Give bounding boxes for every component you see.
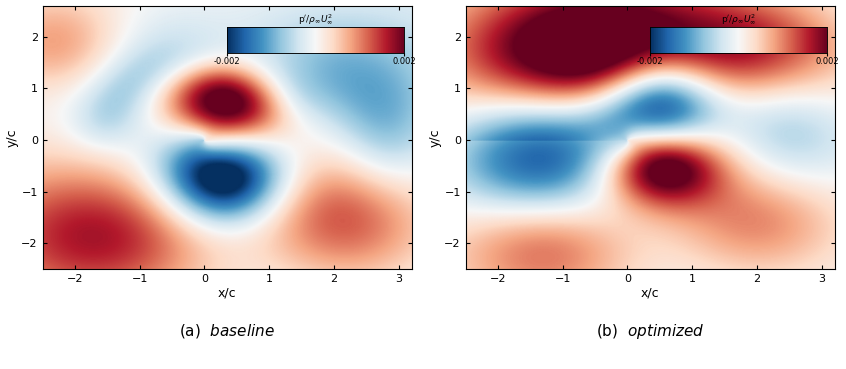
X-axis label: x/c: x/c: [640, 287, 659, 300]
Y-axis label: y/c: y/c: [429, 128, 442, 146]
Text: (b)  $\mathit{optimized}$: (b) $\mathit{optimized}$: [596, 322, 705, 341]
Text: (a)  $\mathit{baseline}$: (a) $\mathit{baseline}$: [179, 322, 275, 340]
Y-axis label: y/c: y/c: [6, 128, 19, 146]
X-axis label: x/c: x/c: [217, 287, 236, 300]
